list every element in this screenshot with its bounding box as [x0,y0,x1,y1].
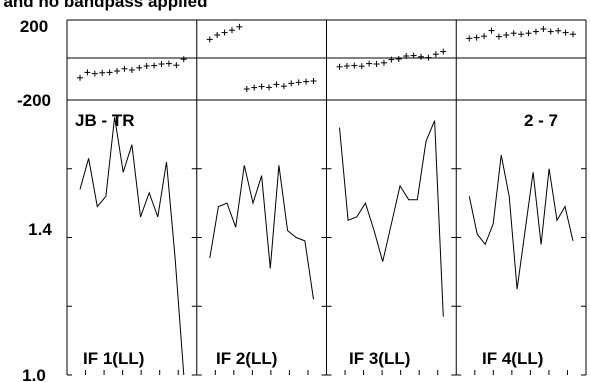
phase-point-if2 [266,84,273,91]
phase-point-if1 [91,70,98,77]
phase-point-if4 [555,27,562,34]
phase-point-if3 [395,56,402,62]
phase-point-if2 [221,29,228,36]
amplitude-line-if3 [339,120,444,317]
axis-ticks [67,99,586,376]
amplitude-line-if2 [209,165,314,300]
phase-point-if4 [481,33,488,40]
phase-point-if1 [173,62,180,69]
phase-point-if1 [136,64,143,71]
phase-tick-label-top: 200 [20,17,48,36]
phase-point-if1 [158,61,165,67]
phase-point-if1 [121,65,128,72]
phase-point-if3 [388,56,395,63]
amplitude-tick-label-1-4: 1.4 [28,220,52,239]
phase-point-if3 [351,62,358,69]
phase-point-if2 [228,27,235,34]
amplitude-line-if4 [468,154,574,290]
phase-point-if2 [206,36,213,43]
phase-point-if2 [258,83,265,90]
phase-point-if2 [295,79,302,86]
phase-point-if1 [165,60,172,67]
phase-point-if3 [425,54,432,61]
panel-label-if4: IF 4(LL) [482,349,543,368]
phase-point-if2 [310,78,317,84]
phase-point-if4 [532,28,539,35]
phase-point-if4 [570,31,576,38]
phase-point-if4 [525,30,532,37]
panel-label-if1: IF 1(LL) [83,349,144,368]
phase-point-if1 [180,56,187,63]
phase-point-if1 [128,67,135,73]
phase-point-if4 [503,32,510,38]
channel-label: 2 - 7 [524,111,558,130]
panel-frames [66,19,587,375]
phase-point-if3 [440,48,447,55]
phase-point-if2 [288,80,295,87]
phase-point-if1 [114,68,121,74]
phase-point-if1 [77,74,83,81]
baseline-label: JB - TR [75,111,135,130]
phase-series [77,23,576,92]
phase-point-if2 [236,23,243,30]
phase-point-if2 [214,32,221,38]
amplitude-tick-label-1-0: 1.0 [22,366,46,382]
chart-title: I and no bandpass applied [0,0,207,11]
phase-point-if4 [547,28,554,35]
phase-point-if3 [403,53,410,59]
phase-point-if4 [466,35,473,42]
phase-point-if2 [273,81,280,88]
phase-point-if4 [510,30,517,37]
amplitude-line-if1 [79,117,185,376]
phase-point-if4 [562,29,569,36]
phase-point-if1 [151,62,158,69]
phase-point-if3 [432,51,439,58]
phase-point-if1 [99,69,106,76]
phase-point-if1 [106,69,113,76]
phase-point-if3 [380,59,387,66]
phase-point-if2 [243,86,250,92]
phase-point-if3 [343,63,350,69]
phase-point-if3 [366,60,373,67]
panel-label-if3: IF 3(LL) [349,349,410,368]
phase-point-if4 [518,31,525,38]
phase-point-if4 [495,33,502,40]
phase-point-if3 [373,61,380,67]
phase-point-if1 [84,69,91,76]
phase-point-if3 [418,53,425,60]
phase-point-if3 [336,63,343,70]
phase-point-if4 [488,27,495,34]
phase-point-if1 [143,63,150,69]
panel-label-if2: IF 2(LL) [216,349,277,368]
phase-point-if3 [410,52,417,59]
phase-point-if4 [540,26,547,32]
phase-point-if2 [251,84,258,91]
phase-point-if2 [280,83,287,90]
phase-point-if3 [358,63,365,70]
phase-point-if4 [473,34,480,41]
phase-tick-label-bottom: -200 [17,91,51,110]
amplitude-series [79,117,574,376]
phase-point-if2 [303,78,310,85]
